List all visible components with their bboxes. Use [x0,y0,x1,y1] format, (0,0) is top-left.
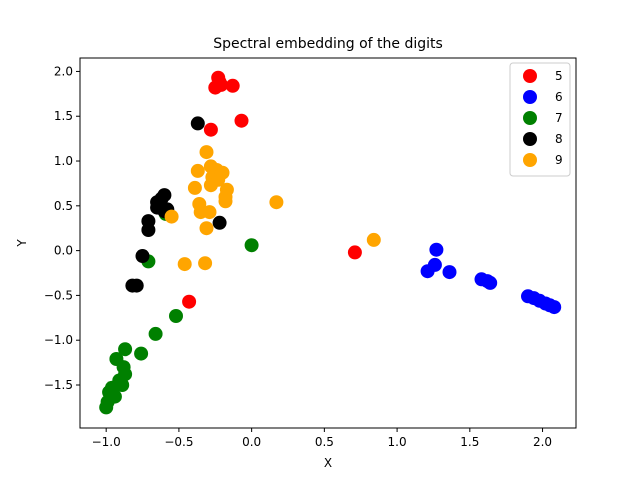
data-point-6 [483,275,498,290]
x-tick-label: −1.0 [92,435,121,449]
data-point-7 [99,400,114,415]
data-point-7 [148,326,163,341]
x-tick-label: 0.0 [242,435,261,449]
data-point-8 [135,249,150,263]
x-tick-label: 1.0 [388,435,407,449]
chart-title: Spectral embedding of the digits [213,36,443,52]
legend-box [509,62,571,177]
y-axis: −1.5 −1.0 −0.5 0.0 0.5 1.0 1.5 2.0 [44,64,80,392]
data-point-8 [212,215,227,230]
data-point-9 [190,163,205,178]
data-point-8 [190,116,205,131]
y-tick-label: −1.5 [44,378,73,392]
legend-label-9: 9 [555,153,563,167]
y-tick-label: 0.0 [54,244,73,258]
y-axis-label: Y [15,239,29,248]
legend-marker-7 [523,111,537,125]
legend-label-7: 7 [555,111,563,125]
legend-marker-6 [523,90,537,104]
data-point-9 [187,180,202,195]
data-point-9 [198,256,213,271]
data-point-8 [129,278,144,293]
x-axis-label: X [324,456,332,470]
data-point-9 [202,205,217,220]
y-tick-label: −1.0 [44,333,73,347]
data-point-9 [177,257,192,272]
data-point-9 [218,194,233,209]
legend-marker-8 [523,132,537,146]
legend-label-8: 8 [555,132,563,146]
x-tick-label: 0.5 [315,435,334,449]
data-point-5 [182,294,197,309]
data-point-7 [134,346,149,361]
legend-label-6: 6 [555,90,563,104]
data-point-6 [547,300,562,315]
x-axis: −1.0 −0.5 0.0 0.5 1.0 1.5 2.0 [92,428,552,449]
data-point-9 [366,232,381,247]
legend-marker-5 [523,69,537,83]
data-point-8 [141,223,156,237]
data-point-5 [234,113,249,128]
data-point-5 [225,78,240,93]
data-point-9 [203,178,218,193]
points-layer [99,70,562,415]
data-point-7 [244,238,259,253]
data-point-9 [164,209,179,224]
data-point-7 [118,342,133,357]
data-point-6 [429,242,444,257]
legend: 5 6 7 8 9 [509,62,571,177]
data-point-9 [269,195,284,210]
data-point-7 [169,309,183,323]
y-tick-label: −0.5 [44,288,73,302]
plot-area-frame [79,57,577,429]
x-tick-label: −0.5 [164,435,193,449]
y-tick-label: 1.0 [54,154,73,168]
y-tick-label: 0.5 [54,199,73,213]
data-point-9 [199,145,214,160]
data-point-9 [199,221,214,236]
y-tick-label: 2.0 [54,64,73,78]
data-point-6 [442,265,457,280]
data-point-5 [203,122,218,137]
x-tick-label: 2.0 [533,435,552,449]
legend-marker-9 [523,153,537,167]
y-tick-label: 1.5 [54,109,73,123]
x-tick-label: 1.5 [460,435,479,449]
data-point-5 [347,245,362,260]
data-point-5 [214,77,229,92]
data-point-6 [420,264,435,279]
legend-label-5: 5 [555,69,563,83]
